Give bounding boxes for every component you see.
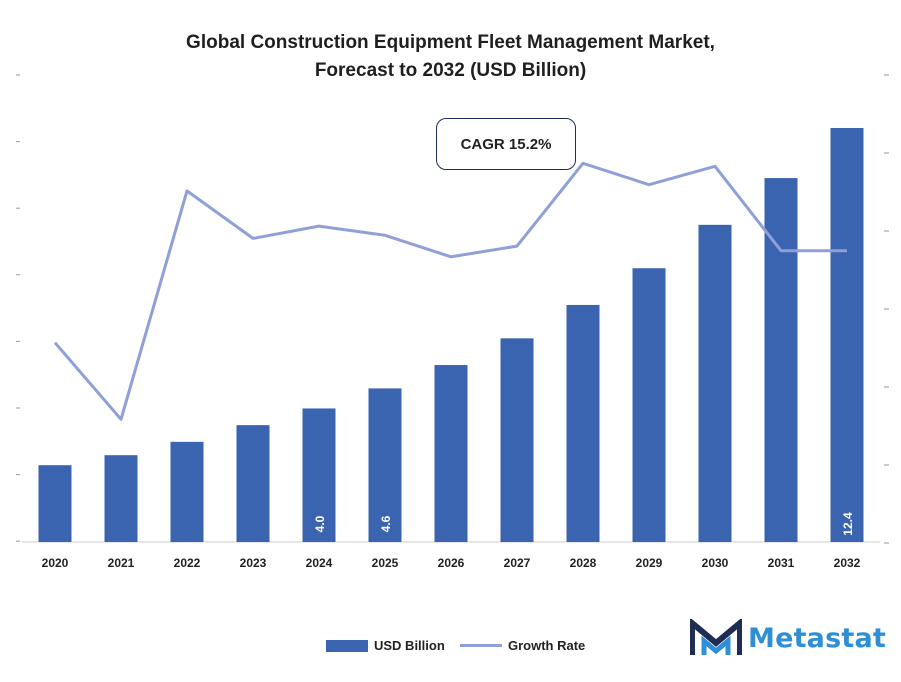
x-tick-label: 2028 bbox=[570, 556, 597, 570]
bar-2032 bbox=[830, 128, 864, 542]
bar-2020 bbox=[38, 465, 72, 542]
x-tick-label: 2029 bbox=[636, 556, 663, 570]
x-tick-label: 2031 bbox=[768, 556, 795, 570]
bar-2021 bbox=[104, 455, 138, 542]
bar-2030 bbox=[698, 224, 732, 543]
legend-label-line: Growth Rate bbox=[508, 638, 586, 653]
bar-2031 bbox=[764, 178, 798, 543]
legend-swatch-bar bbox=[326, 639, 368, 652]
x-tick-label: 2021 bbox=[108, 556, 135, 570]
x-tick-label: 2030 bbox=[702, 556, 729, 570]
data-label-2032: 12.4 bbox=[841, 512, 855, 536]
data-label-2024: 4.0 bbox=[313, 515, 327, 532]
cagr-callout: CAGR 15.2% bbox=[436, 118, 576, 170]
bar-2028 bbox=[566, 304, 600, 542]
x-tick-label: 2032 bbox=[834, 556, 861, 570]
bar-2024 bbox=[302, 408, 336, 542]
x-tick-label: 2024 bbox=[306, 556, 333, 570]
chart-title-line2: Forecast to 2032 (USD Billion) bbox=[314, 60, 587, 81]
x-tick-label: 2020 bbox=[42, 556, 69, 570]
x-tick-label: 2023 bbox=[240, 556, 267, 570]
bar-2023 bbox=[236, 425, 270, 542]
x-tick-label: 2027 bbox=[504, 556, 531, 570]
legend-item-bar: USD Billion bbox=[326, 638, 445, 653]
legend-item-line: Growth Rate bbox=[460, 638, 585, 653]
metastat-m-icon bbox=[690, 619, 742, 655]
bar-2025 bbox=[368, 388, 402, 542]
brand-name: Metastat bbox=[748, 622, 887, 654]
x-tick-label: 2025 bbox=[372, 556, 399, 570]
x-tick-label: 2026 bbox=[438, 556, 465, 570]
legend: USD Billion Growth Rate bbox=[0, 638, 901, 658]
bar-2029 bbox=[632, 268, 666, 542]
chart-title-line1: Global Construction Equipment Fleet Mana… bbox=[186, 32, 715, 53]
legend-label-bar: USD Billion bbox=[374, 638, 445, 653]
bar-2026 bbox=[434, 365, 468, 542]
bar-2022 bbox=[170, 441, 204, 542]
bar-2027 bbox=[500, 338, 534, 542]
data-label-2025: 4.6 bbox=[379, 515, 393, 532]
metastat-logo: Metastat bbox=[690, 616, 886, 660]
x-tick-label: 2022 bbox=[174, 556, 201, 570]
legend-swatch-line bbox=[460, 644, 502, 647]
